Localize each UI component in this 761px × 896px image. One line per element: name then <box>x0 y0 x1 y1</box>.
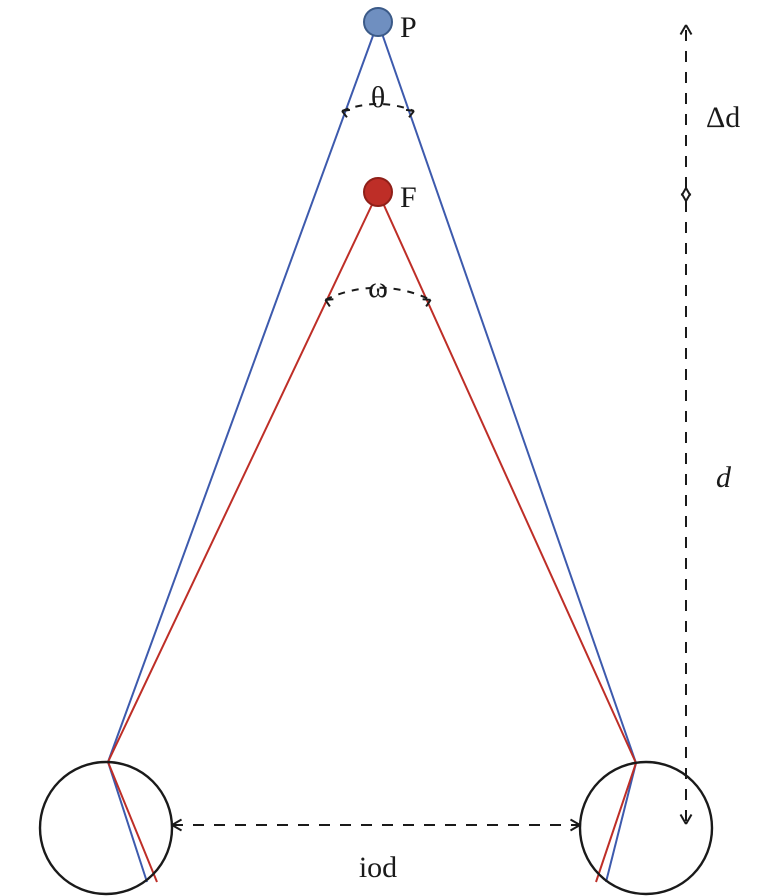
dimension-d <box>681 193 692 824</box>
lines-to-P <box>108 22 636 882</box>
dimension-delta-d <box>681 25 692 196</box>
point-F: F <box>364 178 417 214</box>
label-delta-d: Δd <box>706 101 740 134</box>
label-theta: θ <box>371 81 385 114</box>
dimension-iod <box>172 820 580 831</box>
label-P: P <box>400 11 417 44</box>
label-iod: iod <box>359 851 397 884</box>
label-d: d <box>716 461 732 494</box>
label-omega: ω <box>368 271 388 304</box>
label-F: F <box>400 181 417 214</box>
